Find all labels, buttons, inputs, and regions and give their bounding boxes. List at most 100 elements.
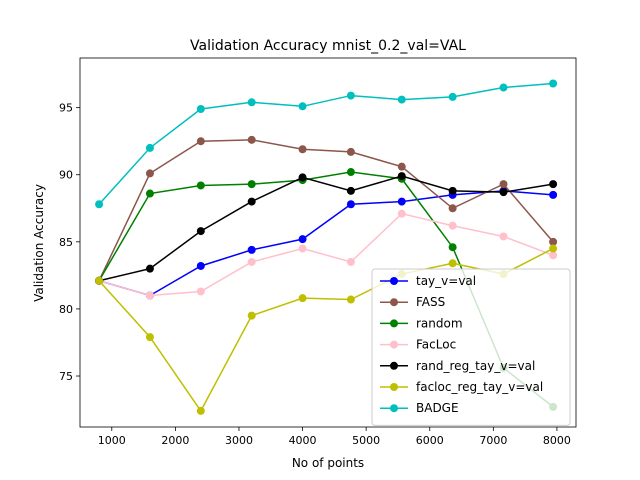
data-point: [397, 209, 406, 218]
data-point: [346, 295, 355, 304]
legend-label: tay_v=val: [416, 274, 476, 288]
data-point: [397, 162, 406, 171]
legend-item: FASS: [380, 295, 445, 309]
data-point: [196, 287, 205, 296]
legend-label: FASS: [416, 295, 445, 309]
legend-item: BADGE: [380, 401, 459, 415]
data-point: [145, 169, 154, 178]
data-point: [247, 311, 256, 320]
y-tick-label: 95: [59, 102, 73, 115]
data-point: [448, 204, 457, 213]
data-point: [145, 333, 154, 342]
legend: tay_v=val FASS random FacLoc rand_reg_tay_v=…: [371, 268, 571, 426]
data-point: [145, 291, 154, 300]
x-tick-label: 6000: [416, 434, 444, 447]
data-point: [448, 259, 457, 268]
data-point: [298, 235, 307, 244]
data-point: [346, 200, 355, 209]
data-point: [247, 257, 256, 266]
chart-title: Validation Accuracy mnist_0.2_val=VAL: [190, 38, 466, 54]
data-point: [247, 98, 256, 107]
legend-label: BADGE: [416, 401, 459, 415]
data-point: [298, 244, 307, 253]
data-point: [145, 189, 154, 198]
legend-label: rand_reg_tay_v=val: [416, 359, 535, 373]
y-tick-label: 90: [59, 169, 73, 182]
data-point: [95, 276, 104, 285]
x-tick-label: 5000: [352, 434, 380, 447]
legend-swatch-marker: [390, 383, 398, 391]
x-tick-label: 4000: [289, 434, 317, 447]
legend-swatch-marker: [390, 298, 398, 307]
legend-label: random: [416, 316, 463, 330]
x-tick-label: 2000: [161, 434, 189, 447]
y-tick-label: 75: [59, 370, 73, 383]
series-line: [98, 212, 554, 297]
data-point: [196, 261, 205, 270]
series-BADGE: [95, 79, 558, 209]
data-point: [196, 227, 205, 236]
legend-swatch-marker: [390, 404, 398, 413]
data-point: [298, 145, 307, 154]
data-point: [247, 180, 256, 189]
data-point: [298, 102, 307, 111]
data-point: [346, 257, 355, 266]
data-point: [397, 172, 406, 181]
series-FASS: [95, 135, 558, 285]
data-point: [247, 135, 256, 144]
data-point: [346, 91, 355, 100]
x-tick-label: 7000: [479, 434, 507, 447]
y-tick-label: 85: [59, 236, 73, 249]
data-point: [247, 197, 256, 206]
series-line: [98, 175, 554, 282]
data-point: [448, 186, 457, 195]
data-point: [549, 244, 558, 253]
legend-swatch-marker: [390, 319, 398, 328]
x-tick-label: 3000: [225, 434, 253, 447]
data-point: [196, 104, 205, 113]
data-point: [549, 79, 558, 88]
data-point: [549, 237, 558, 246]
plot-frame: [79, 57, 577, 428]
data-point: [397, 197, 406, 206]
data-point: [298, 294, 307, 303]
data-point: [196, 406, 205, 415]
data-point: [549, 251, 558, 260]
y-tick-label: 80: [59, 303, 73, 316]
legend-swatch-marker: [390, 361, 398, 370]
data-point: [549, 190, 558, 199]
legend-item: random: [380, 316, 463, 330]
series-line: [98, 190, 554, 297]
legend-swatch-marker: [390, 277, 398, 285]
data-point: [448, 92, 457, 101]
legend-item: rand_reg_tay_v=val: [380, 359, 535, 373]
y-axis-label: Validation Accuracy: [32, 184, 46, 302]
data-point: [346, 186, 355, 195]
legend-item: facloc_reg_tay_v=val: [380, 380, 543, 394]
data-point: [549, 180, 558, 189]
legend-item: tay_v=val: [380, 274, 476, 288]
series-line: [98, 82, 554, 205]
data-point: [448, 243, 457, 252]
data-point: [298, 173, 307, 182]
data-point: [346, 147, 355, 156]
data-point: [499, 180, 508, 189]
data-point: [247, 245, 256, 254]
legend-label: FacLoc: [416, 338, 456, 352]
data-point: [346, 168, 355, 177]
x-axis-label: No of points: [292, 456, 364, 470]
x-tick-label: 1000: [98, 434, 126, 447]
data-point: [196, 181, 205, 190]
data-point: [499, 188, 508, 197]
series-line: [98, 139, 554, 282]
legend-label: facloc_reg_tay_v=val: [416, 380, 543, 394]
data-point: [397, 95, 406, 104]
data-point: [448, 221, 457, 230]
legend-swatch-marker: [390, 340, 398, 349]
legend-box: [371, 268, 571, 426]
x-tick-label: 8000: [543, 434, 571, 447]
data-point: [499, 83, 508, 92]
data-point: [95, 200, 104, 209]
data-point: [145, 264, 154, 273]
